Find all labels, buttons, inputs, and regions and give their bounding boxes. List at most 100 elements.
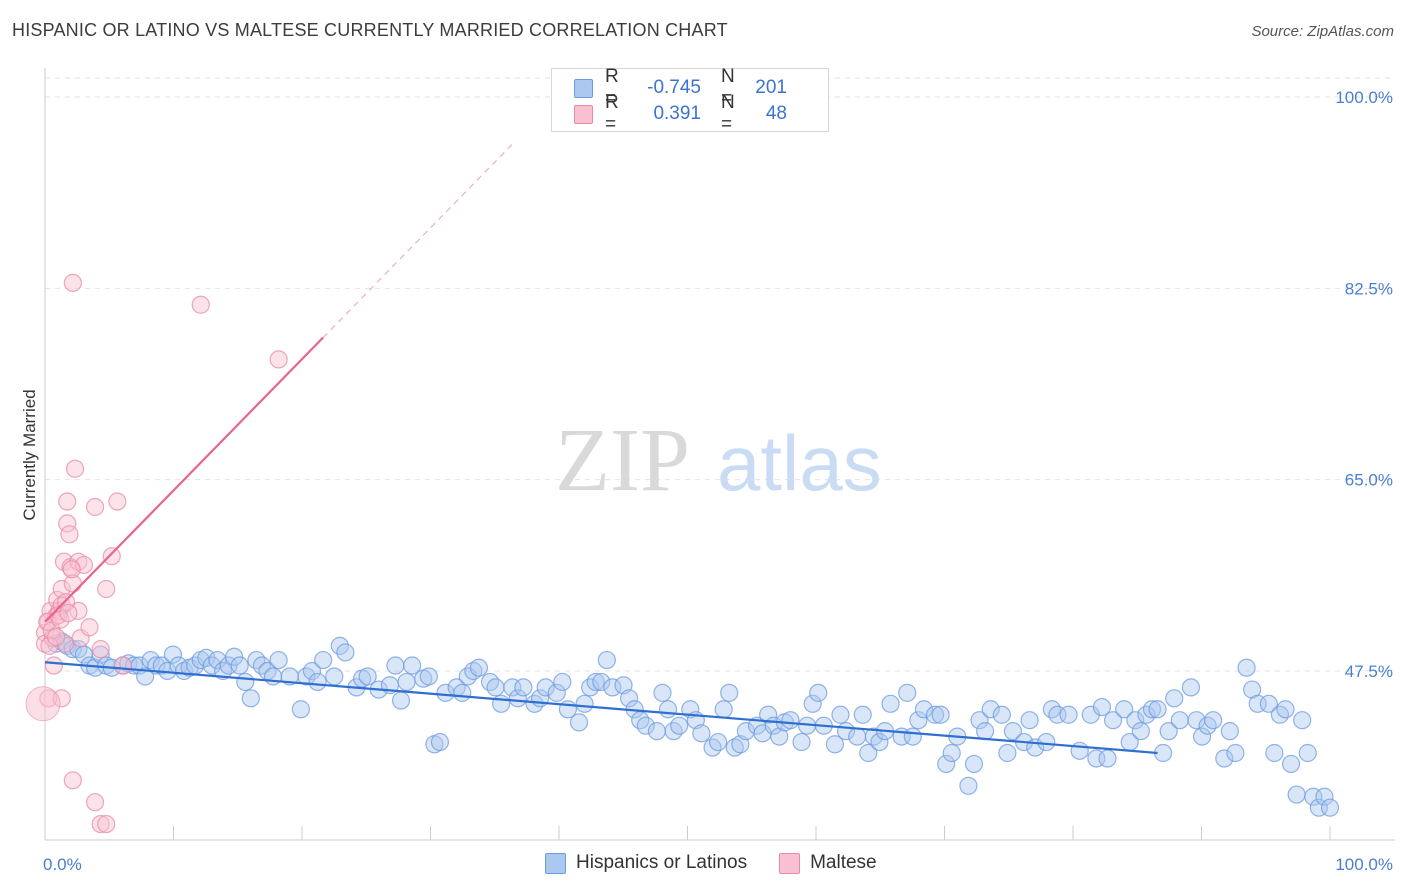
point-hispanic[interactable] bbox=[91, 645, 110, 664]
point-hispanic[interactable] bbox=[1159, 722, 1178, 741]
point-hispanic[interactable] bbox=[480, 672, 500, 692]
point-maltese[interactable] bbox=[63, 771, 82, 790]
point-hispanic[interactable] bbox=[358, 667, 377, 686]
point-hispanic[interactable] bbox=[603, 678, 622, 697]
point-hispanic[interactable] bbox=[252, 656, 272, 675]
point-hispanic[interactable] bbox=[1204, 711, 1223, 730]
point-hispanic[interactable] bbox=[325, 667, 344, 686]
point-hispanic[interactable] bbox=[864, 727, 883, 746]
point-hispanic[interactable] bbox=[703, 738, 722, 757]
point-maltese[interactable] bbox=[62, 560, 81, 579]
point-hispanic[interactable] bbox=[1092, 697, 1112, 717]
point-hispanic[interactable] bbox=[569, 713, 589, 732]
point-hispanic[interactable] bbox=[247, 650, 266, 670]
point-hispanic[interactable] bbox=[1192, 727, 1212, 746]
point-hispanic[interactable] bbox=[809, 683, 828, 702]
point-hispanic[interactable] bbox=[1098, 749, 1117, 768]
point-hispanic[interactable] bbox=[636, 716, 655, 735]
point-hispanic[interactable] bbox=[586, 672, 605, 692]
point-hispanic[interactable] bbox=[881, 694, 900, 713]
point-maltese[interactable] bbox=[85, 497, 105, 517]
point-hispanic[interactable] bbox=[1259, 694, 1278, 713]
point-maltese[interactable] bbox=[80, 618, 99, 637]
point-hispanic[interactable] bbox=[302, 661, 322, 681]
point-hispanic[interactable] bbox=[581, 678, 600, 697]
point-hispanic[interactable] bbox=[1131, 722, 1150, 741]
point-maltese[interactable] bbox=[85, 793, 105, 812]
point-maltese[interactable] bbox=[113, 656, 132, 675]
point-maltese[interactable] bbox=[108, 492, 127, 511]
point-hispanic[interactable] bbox=[937, 754, 956, 774]
point-hispanic[interactable] bbox=[1165, 689, 1184, 708]
point-maltese[interactable] bbox=[57, 593, 76, 612]
point-maltese[interactable] bbox=[44, 656, 64, 675]
point-hispanic[interactable] bbox=[291, 700, 310, 719]
point-hispanic[interactable] bbox=[653, 683, 672, 702]
point-hispanic[interactable] bbox=[831, 705, 850, 724]
point-hispanic[interactable] bbox=[236, 672, 255, 692]
point-maltese[interactable] bbox=[58, 514, 77, 533]
point-maltese[interactable] bbox=[102, 547, 121, 566]
point-hispanic[interactable] bbox=[825, 735, 845, 754]
point-hispanic[interactable] bbox=[970, 711, 989, 730]
point-hispanic[interactable] bbox=[397, 672, 416, 692]
point-hispanic[interactable] bbox=[803, 694, 822, 713]
point-hispanic[interactable] bbox=[964, 754, 984, 774]
point-maltese[interactable] bbox=[63, 273, 82, 292]
point-hispanic[interactable] bbox=[1126, 711, 1145, 730]
point-maltese[interactable] bbox=[59, 603, 78, 623]
point-hispanic[interactable] bbox=[725, 738, 744, 757]
point-hispanic[interactable] bbox=[230, 656, 249, 675]
point-maltese[interactable] bbox=[91, 814, 110, 834]
point-hispanic[interactable] bbox=[898, 683, 917, 702]
point-hispanic[interactable] bbox=[69, 640, 88, 659]
point-hispanic[interactable] bbox=[597, 650, 616, 670]
point-maltese[interactable] bbox=[47, 628, 66, 647]
point-hispanic[interactable] bbox=[853, 705, 872, 724]
point-hispanic[interactable] bbox=[1265, 743, 1284, 763]
point-hispanic[interactable] bbox=[1142, 700, 1162, 719]
point-hispanic[interactable] bbox=[453, 683, 472, 702]
legend-item-maltese[interactable]: Maltese bbox=[779, 852, 877, 874]
point-hispanic[interactable] bbox=[1003, 722, 1023, 741]
point-hispanic[interactable] bbox=[870, 732, 889, 752]
point-hispanic[interactable] bbox=[308, 672, 327, 692]
point-hispanic[interactable] bbox=[419, 667, 438, 686]
point-maltese[interactable] bbox=[97, 579, 116, 599]
point-hispanic[interactable] bbox=[547, 683, 566, 702]
point-hispanic[interactable] bbox=[914, 700, 934, 719]
point-hispanic[interactable] bbox=[1237, 658, 1256, 677]
point-hispanic[interactable] bbox=[147, 656, 166, 675]
point-hispanic[interactable] bbox=[903, 727, 922, 746]
point-hispanic[interactable] bbox=[174, 661, 194, 681]
point-hispanic[interactable] bbox=[1315, 787, 1334, 806]
point-hispanic[interactable] bbox=[1103, 711, 1123, 730]
point-hispanic[interactable] bbox=[575, 694, 594, 713]
point-maltese[interactable] bbox=[38, 612, 57, 631]
point-hispanic[interactable] bbox=[708, 732, 728, 752]
point-hispanic[interactable] bbox=[931, 705, 950, 724]
point-hispanic[interactable] bbox=[391, 691, 411, 710]
point-hispanic[interactable] bbox=[486, 678, 505, 697]
point-hispanic[interactable] bbox=[759, 705, 778, 724]
point-hispanic[interactable] bbox=[792, 732, 811, 752]
point-hispanic[interactable] bbox=[469, 658, 488, 677]
point-hispanic[interactable] bbox=[1059, 705, 1078, 724]
point-hispanic[interactable] bbox=[553, 672, 572, 692]
point-maltese[interactable] bbox=[191, 295, 210, 314]
point-hispanic[interactable] bbox=[658, 700, 678, 719]
point-maltese[interactable] bbox=[69, 552, 88, 571]
point-hispanic[interactable] bbox=[976, 722, 995, 741]
point-hispanic[interactable] bbox=[720, 683, 739, 702]
point-hispanic[interactable] bbox=[1226, 743, 1245, 763]
point-hispanic[interactable] bbox=[1270, 705, 1290, 724]
point-hispanic[interactable] bbox=[225, 647, 244, 666]
point-hispanic[interactable] bbox=[998, 743, 1017, 763]
point-maltese[interactable] bbox=[97, 814, 116, 834]
point-hispanic[interactable] bbox=[163, 645, 183, 664]
point-hispanic[interactable] bbox=[508, 689, 527, 708]
point-hispanic[interactable] bbox=[1170, 711, 1189, 730]
point-hispanic[interactable] bbox=[1181, 678, 1201, 697]
point-hispanic[interactable] bbox=[241, 689, 260, 708]
point-hispanic[interactable] bbox=[1320, 798, 1340, 817]
